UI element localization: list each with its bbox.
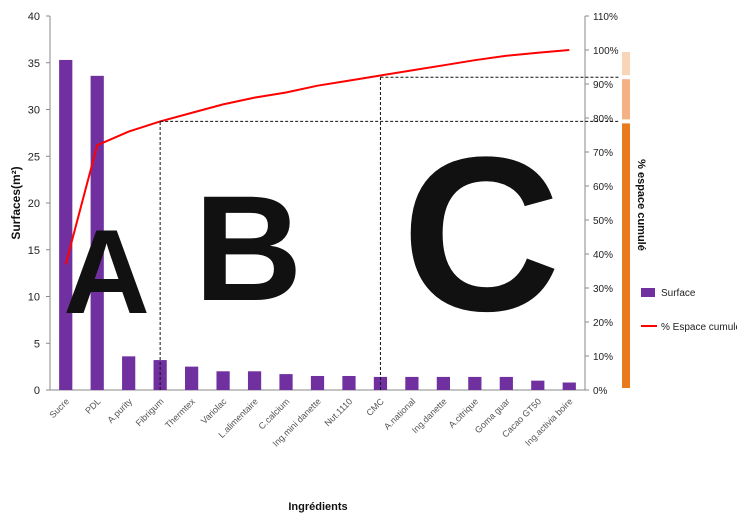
y2-tick-label: 60%	[593, 182, 613, 193]
legend-label-surface: Surface	[661, 288, 696, 299]
bar-surface	[310, 375, 325, 390]
y2-tick-label: 10%	[593, 352, 613, 363]
y2-axis-title: % espace cumulé	[635, 159, 647, 251]
y-tick-label: 25	[28, 151, 40, 163]
y-tick-label: 30	[28, 105, 40, 117]
y-tick-label: 40	[28, 11, 40, 23]
bar-surface	[342, 375, 356, 390]
line-cumulative	[64, 49, 570, 265]
zone-bar-b	[622, 79, 630, 120]
bar-surface	[247, 371, 262, 390]
x-tick-label: Fibrigum	[134, 396, 166, 428]
y-tick-label: 20	[28, 198, 40, 210]
zone-letter-a: A	[63, 205, 150, 339]
bar-surface	[185, 366, 199, 390]
bar-surface	[405, 376, 419, 390]
y-tick-label: 15	[28, 245, 40, 257]
bar-surface	[468, 376, 482, 390]
y2-tick-label: 0%	[593, 386, 608, 397]
bar-surface	[562, 382, 576, 390]
bar-surface	[499, 376, 513, 390]
bar-surface	[216, 371, 230, 390]
y-axis-title: Surfaces(m²)	[9, 166, 23, 239]
bar-surface	[59, 59, 73, 390]
zone-bar-c	[622, 123, 630, 389]
zone-letter-b: B	[194, 164, 302, 332]
x-tick-label: CMC	[364, 396, 386, 418]
bar-surface	[279, 374, 293, 390]
bar-surface	[122, 356, 136, 390]
x-tick-label: PDL	[83, 396, 102, 415]
zone-letter-c: C	[402, 111, 561, 357]
x-tick-label: Thermtex	[163, 396, 197, 430]
zone-bar-a	[622, 52, 630, 76]
x-tick-label: Sucre	[47, 396, 71, 420]
y2-tick-label: 30%	[593, 284, 613, 295]
legend-label-cumulative: % Espace cumulé	[661, 322, 737, 333]
y-tick-label: 5	[34, 338, 40, 350]
y-tick-label: 0	[34, 385, 40, 397]
y2-tick-label: 20%	[593, 318, 613, 329]
y2-tick-label: 40%	[593, 250, 613, 261]
bar-surface	[153, 360, 167, 390]
legend-swatch-surface	[641, 288, 655, 297]
y2-tick-label: 100%	[593, 46, 619, 57]
y2-tick-label: 110%	[593, 12, 618, 23]
x-axis-title: Ingrédients	[288, 501, 347, 513]
bar-surface	[436, 376, 450, 390]
y2-tick-label: 70%	[593, 148, 613, 159]
x-tick-label: Nut.1110	[322, 396, 354, 428]
y-tick-label: 10	[28, 292, 40, 304]
y-tick-label: 35	[28, 58, 40, 70]
x-tick-label: A.purity	[105, 396, 134, 425]
bar-surface	[531, 380, 545, 390]
y2-tick-label: 80%	[593, 114, 613, 125]
y2-tick-label: 90%	[593, 80, 613, 91]
y2-tick-label: 50%	[593, 216, 613, 227]
x-tick-label: Variolac	[199, 396, 229, 426]
